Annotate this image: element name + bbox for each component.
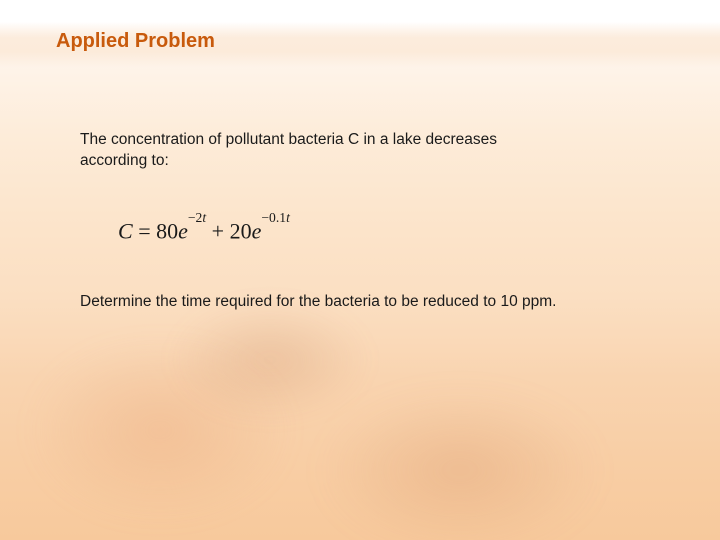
eq-term2-exp: −0.1t (261, 210, 290, 225)
equation: C = 80e−2t + 20e−0.1t (118, 218, 670, 244)
question-text: Determine the time required for the bact… (80, 292, 670, 313)
eq-term1-coeff: 80 (156, 218, 178, 243)
eq-term1-base: e (178, 218, 188, 243)
background-blob (320, 390, 600, 540)
slide-content: The concentration of pollutant bacteria … (80, 130, 670, 313)
slide: Applied Problem The concentration of pol… (0, 0, 720, 540)
eq-lhs: C (118, 218, 133, 243)
slide-title: Applied Problem (56, 30, 215, 53)
eq-term1-exp-var: t (202, 210, 206, 225)
eq-plus: + (212, 218, 230, 243)
eq-term2-base: e (252, 218, 262, 243)
eq-term1-exp-num: −2 (188, 210, 203, 225)
intro-text: The concentration of pollutant bacteria … (80, 130, 500, 172)
eq-equals: = (138, 218, 156, 243)
eq-term2-exp-var: t (286, 210, 290, 225)
background-blob (170, 300, 370, 420)
eq-term1-exp: −2t (188, 210, 206, 225)
eq-term2-coeff: 20 (230, 218, 252, 243)
eq-term2-exp-num: −0.1 (261, 210, 286, 225)
